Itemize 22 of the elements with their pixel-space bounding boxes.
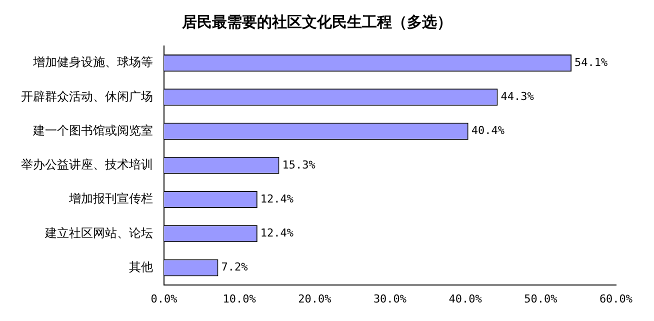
- y-tick-label: 其他: [129, 260, 153, 274]
- x-tick-label: 30.0%: [373, 292, 407, 306]
- data-label: 15.3%: [282, 158, 316, 172]
- data-label: 12.4%: [260, 192, 294, 206]
- y-tick-label: 举办公益讲座、技术培训: [21, 158, 153, 172]
- x-tick-label: 60.0%: [599, 292, 633, 306]
- data-label: 44.3%: [500, 90, 534, 104]
- y-tick-label: 建一个图书馆或阅览室: [32, 123, 153, 138]
- x-tick-label: 50.0%: [524, 292, 558, 306]
- data-label: 7.2%: [221, 260, 248, 274]
- y-tick-label: 增加报刊宣传栏: [68, 192, 153, 206]
- y-tick-label: 开辟群众活动、休闲广场: [21, 89, 153, 104]
- x-tick-label: 40.0%: [448, 292, 482, 306]
- x-tick-label: 0.0%: [150, 292, 178, 306]
- x-tick-label: 20.0%: [298, 292, 332, 306]
- y-tick-label: 增加健身设施、球场等: [32, 55, 153, 70]
- x-tick-label: 10.0%: [222, 292, 256, 306]
- chart-title: 居民最需要的社区文化民生工程（多选）: [181, 12, 452, 31]
- data-label: 54.1%: [574, 56, 608, 69]
- data-label: 12.4%: [260, 226, 294, 240]
- y-tick-label: 建立社区网站、论坛: [44, 226, 153, 240]
- data-label: 40.4%: [471, 124, 505, 138]
